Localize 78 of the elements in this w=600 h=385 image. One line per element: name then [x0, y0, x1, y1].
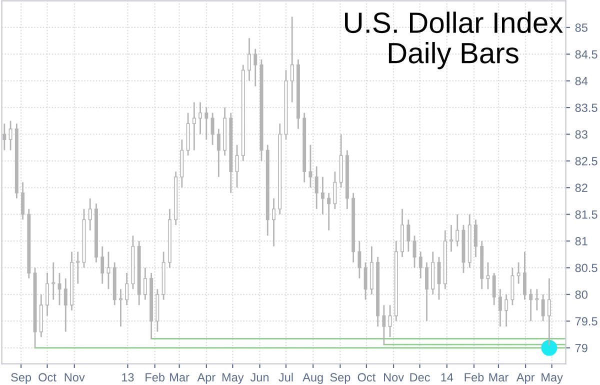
candlestick	[2, 122, 6, 151]
candlestick	[364, 262, 368, 300]
candlestick	[382, 304, 386, 346]
candlestick	[143, 267, 147, 300]
candlestick	[46, 272, 49, 316]
candlestick	[272, 198, 276, 248]
candlestick	[425, 262, 428, 322]
x-tick-label: Oct	[358, 373, 376, 382]
candlestick	[204, 106, 208, 140]
candlestick	[406, 218, 410, 252]
candlestick	[358, 240, 362, 280]
x-tick-label: Dec	[410, 373, 430, 382]
candlestick	[504, 294, 508, 328]
candlestick	[486, 262, 490, 290]
candlestick	[314, 166, 318, 210]
x-tick-label: Apr	[197, 373, 216, 384]
candlestick	[308, 144, 312, 188]
x-tick-label: Oct	[38, 373, 56, 382]
x-tick-label: Nov	[64, 373, 85, 382]
x-tick-label: May	[222, 373, 244, 384]
x-tick-label: Sep	[330, 373, 350, 384]
candlestick	[21, 182, 25, 220]
x-tick-label: Feb	[146, 372, 164, 382]
candlestick	[516, 262, 520, 284]
candlestick	[450, 224, 453, 252]
y-tick-label: 81	[575, 237, 588, 246]
candlestick	[474, 218, 478, 258]
candlestick	[210, 112, 214, 146]
x-tick-label: Aug	[302, 373, 323, 384]
y-tick-label: 83.5	[575, 104, 598, 112]
candlestick	[388, 304, 392, 338]
candlestick	[541, 294, 545, 322]
x-tick-label: Mar	[489, 373, 508, 382]
candlestick	[76, 251, 80, 284]
y-tick-label: 81.5	[575, 210, 598, 219]
y-tick-label: 79	[575, 344, 588, 352]
x-tick-label: May	[542, 373, 563, 384]
y-tick-label: 85	[575, 24, 588, 32]
candlestick	[333, 170, 337, 210]
x-tick-label: Sep	[11, 373, 32, 384]
candlestick	[248, 37, 251, 82]
candlestick	[88, 198, 92, 232]
candlestick	[498, 288, 502, 328]
candlestick	[254, 48, 258, 87]
candlestick	[216, 128, 220, 178]
x-tick-label: Nov	[384, 373, 404, 382]
candlestick	[320, 176, 324, 216]
candlestick	[100, 246, 104, 284]
candlestick	[522, 251, 526, 300]
y-tick-label: 82.5	[575, 156, 598, 166]
x-tick-label: 13	[122, 373, 134, 382]
x-tick-label: Jun	[250, 373, 269, 382]
candlestick	[125, 272, 129, 306]
candlestick	[198, 102, 202, 135]
x-tick-label: Apr	[516, 373, 535, 384]
candlestick	[456, 214, 460, 248]
candlestick	[529, 288, 533, 322]
x-tick-label: Mar	[170, 373, 190, 382]
y-tick-label: 84	[575, 76, 588, 86]
text: U.S. Dollar Index Daily Bars	[345, 12, 563, 70]
y-tick-label: 82	[575, 184, 588, 192]
y-tick-label: 80	[575, 290, 588, 299]
x-tick-label: Jul	[278, 372, 293, 382]
candlestick	[290, 16, 294, 103]
candlestick	[64, 278, 68, 332]
x-tick-label: Feb	[464, 372, 484, 382]
y-tick-label: 84.5	[575, 50, 598, 59]
y-tick-label: 79.5	[575, 317, 598, 326]
candlestick	[492, 272, 496, 306]
candlestick	[8, 120, 12, 151]
candlestick	[327, 192, 331, 232]
candlestick	[547, 278, 551, 346]
candlestick	[418, 251, 422, 280]
y-tick-label: 80.5	[575, 264, 598, 272]
candlestick	[192, 102, 196, 151]
candlestick	[412, 234, 416, 268]
x-tick-label: 14	[441, 373, 454, 382]
y-tick-label: 83	[575, 130, 588, 139]
